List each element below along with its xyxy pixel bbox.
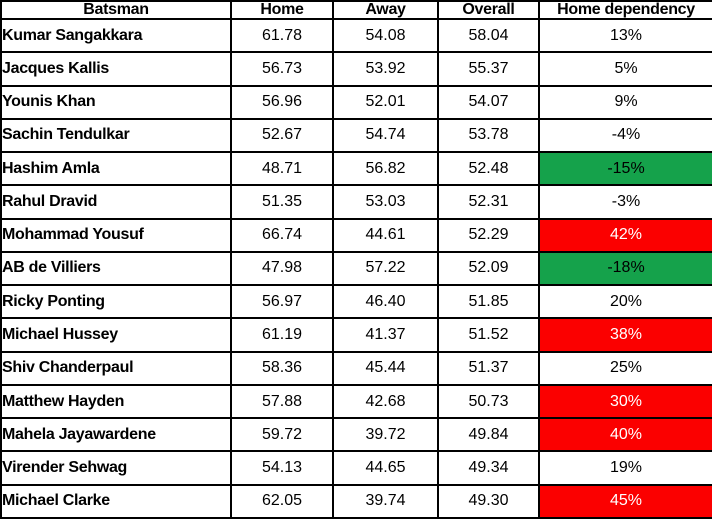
table-row: Michael Hussey 61.19 41.37 51.52 38%: [0, 317, 712, 353]
home-dependency-cell: 25%: [538, 350, 712, 386]
home-average-cell: 56.73: [230, 51, 334, 87]
header-cell-overall: Overall: [437, 0, 540, 20]
overall-average-cell: 52.29: [437, 217, 540, 253]
overall-average-cell: 49.84: [437, 417, 540, 453]
home-average-cell: 56.97: [230, 284, 334, 320]
table-row: Mahela Jayawardene 59.72 39.72 49.84 40%: [0, 417, 712, 453]
overall-average-cell: 54.07: [437, 84, 540, 120]
home-dependency-cell: 42%: [538, 217, 712, 253]
home-average-cell: 57.88: [230, 383, 334, 420]
home-average-cell: 61.78: [230, 17, 334, 54]
away-average-cell: 54.74: [332, 117, 439, 154]
overall-average-cell: 52.31: [437, 184, 540, 220]
batsman-name-cell: Ricky Ponting: [0, 284, 232, 320]
home-dependency-cell: 40%: [538, 417, 712, 453]
header-cell-away: Away: [332, 0, 439, 20]
away-average-cell: 52.01: [332, 84, 439, 120]
table-row: Kumar Sangakkara 61.78 54.08 58.04 13%: [0, 17, 712, 54]
table-row: Matthew Hayden 57.88 42.68 50.73 30%: [0, 383, 712, 420]
overall-average-cell: 53.78: [437, 117, 540, 154]
home-average-cell: 48.71: [230, 151, 334, 187]
table-row: Younis Khan 56.96 52.01 54.07 9%: [0, 84, 712, 120]
batsman-name-cell: Kumar Sangakkara: [0, 17, 232, 54]
table-row: Michael Clarke 62.05 39.74 49.30 45%: [0, 483, 712, 519]
overall-average-cell: 50.73: [437, 383, 540, 420]
home-average-cell: 59.72: [230, 417, 334, 453]
batsman-name-cell: Hashim Amla: [0, 151, 232, 187]
away-average-cell: 44.65: [332, 450, 439, 486]
away-average-cell: 54.08: [332, 17, 439, 54]
away-average-cell: 39.74: [332, 483, 439, 519]
batsman-name-cell: Jacques Kallis: [0, 51, 232, 87]
overall-average-cell: 52.48: [437, 151, 540, 187]
home-average-cell: 66.74: [230, 217, 334, 253]
home-average-cell: 58.36: [230, 350, 334, 386]
home-dependency-cell: 20%: [538, 284, 712, 320]
table-row: AB de Villiers 47.98 57.22 52.09 -18%: [0, 250, 712, 287]
overall-average-cell: 51.85: [437, 284, 540, 320]
table-row: Jacques Kallis 56.73 53.92 55.37 5%: [0, 51, 712, 87]
home-dependency-cell: -3%: [538, 184, 712, 220]
away-average-cell: 45.44: [332, 350, 439, 386]
batsman-name-cell: Sachin Tendulkar: [0, 117, 232, 154]
table-row: Shiv Chanderpaul 58.36 45.44 51.37 25%: [0, 350, 712, 386]
home-dependency-cell: -15%: [538, 151, 712, 187]
away-average-cell: 42.68: [332, 383, 439, 420]
batsman-name-cell: Michael Hussey: [0, 317, 232, 353]
overall-average-cell: 58.04: [437, 17, 540, 54]
header-cell-batsman: Batsman: [0, 0, 232, 20]
table-row: Mohammad Yousuf 66.74 44.61 52.29 42%: [0, 217, 712, 253]
home-average-cell: 56.96: [230, 84, 334, 120]
away-average-cell: 46.40: [332, 284, 439, 320]
home-dependency-cell: 13%: [538, 17, 712, 54]
away-average-cell: 57.22: [332, 250, 439, 287]
table-body: Kumar Sangakkara 61.78 54.08 58.04 13% J…: [0, 17, 712, 519]
home-average-cell: 54.13: [230, 450, 334, 486]
batsman-name-cell: Mahela Jayawardene: [0, 417, 232, 453]
home-dependency-cell: 38%: [538, 317, 712, 353]
table-row: Hashim Amla 48.71 56.82 52.48 -15%: [0, 151, 712, 187]
header-cell-home: Home: [230, 0, 334, 20]
home-dependency-cell: 45%: [538, 483, 712, 519]
home-average-cell: 62.05: [230, 483, 334, 519]
overall-average-cell: 51.37: [437, 350, 540, 386]
home-average-cell: 52.67: [230, 117, 334, 154]
away-average-cell: 53.92: [332, 51, 439, 87]
overall-average-cell: 49.34: [437, 450, 540, 486]
overall-average-cell: 55.37: [437, 51, 540, 87]
home-average-cell: 61.19: [230, 317, 334, 353]
home-dependency-cell: 9%: [538, 84, 712, 120]
away-average-cell: 44.61: [332, 217, 439, 253]
home-dependency-cell: -4%: [538, 117, 712, 154]
batsman-name-cell: Mohammad Yousuf: [0, 217, 232, 253]
header-cell-dependency: Home dependency: [538, 0, 712, 20]
away-average-cell: 53.03: [332, 184, 439, 220]
batsman-name-cell: Matthew Hayden: [0, 383, 232, 420]
overall-average-cell: 49.30: [437, 483, 540, 519]
away-average-cell: 39.72: [332, 417, 439, 453]
batsman-name-cell: Michael Clarke: [0, 483, 232, 519]
overall-average-cell: 52.09: [437, 250, 540, 287]
batsman-name-cell: Younis Khan: [0, 84, 232, 120]
away-average-cell: 41.37: [332, 317, 439, 353]
batsman-name-cell: Virender Sehwag: [0, 450, 232, 486]
batsman-name-cell: Rahul Dravid: [0, 184, 232, 220]
home-dependency-cell: 19%: [538, 450, 712, 486]
table-row: Ricky Ponting 56.97 46.40 51.85 20%: [0, 284, 712, 320]
home-dependency-cell: 30%: [538, 383, 712, 420]
table-row: Rahul Dravid 51.35 53.03 52.31 -3%: [0, 184, 712, 220]
away-average-cell: 56.82: [332, 151, 439, 187]
home-dependency-cell: -18%: [538, 250, 712, 287]
home-dependency-cell: 5%: [538, 51, 712, 87]
header-row: Batsman Home Away Overall Home dependency: [0, 0, 712, 20]
batsman-name-cell: AB de Villiers: [0, 250, 232, 287]
home-average-cell: 47.98: [230, 250, 334, 287]
overall-average-cell: 51.52: [437, 317, 540, 353]
home-average-cell: 51.35: [230, 184, 334, 220]
table-row: Sachin Tendulkar 52.67 54.74 53.78 -4%: [0, 117, 712, 154]
table-row: Virender Sehwag 54.13 44.65 49.34 19%: [0, 450, 712, 486]
batsman-name-cell: Shiv Chanderpaul: [0, 350, 232, 386]
